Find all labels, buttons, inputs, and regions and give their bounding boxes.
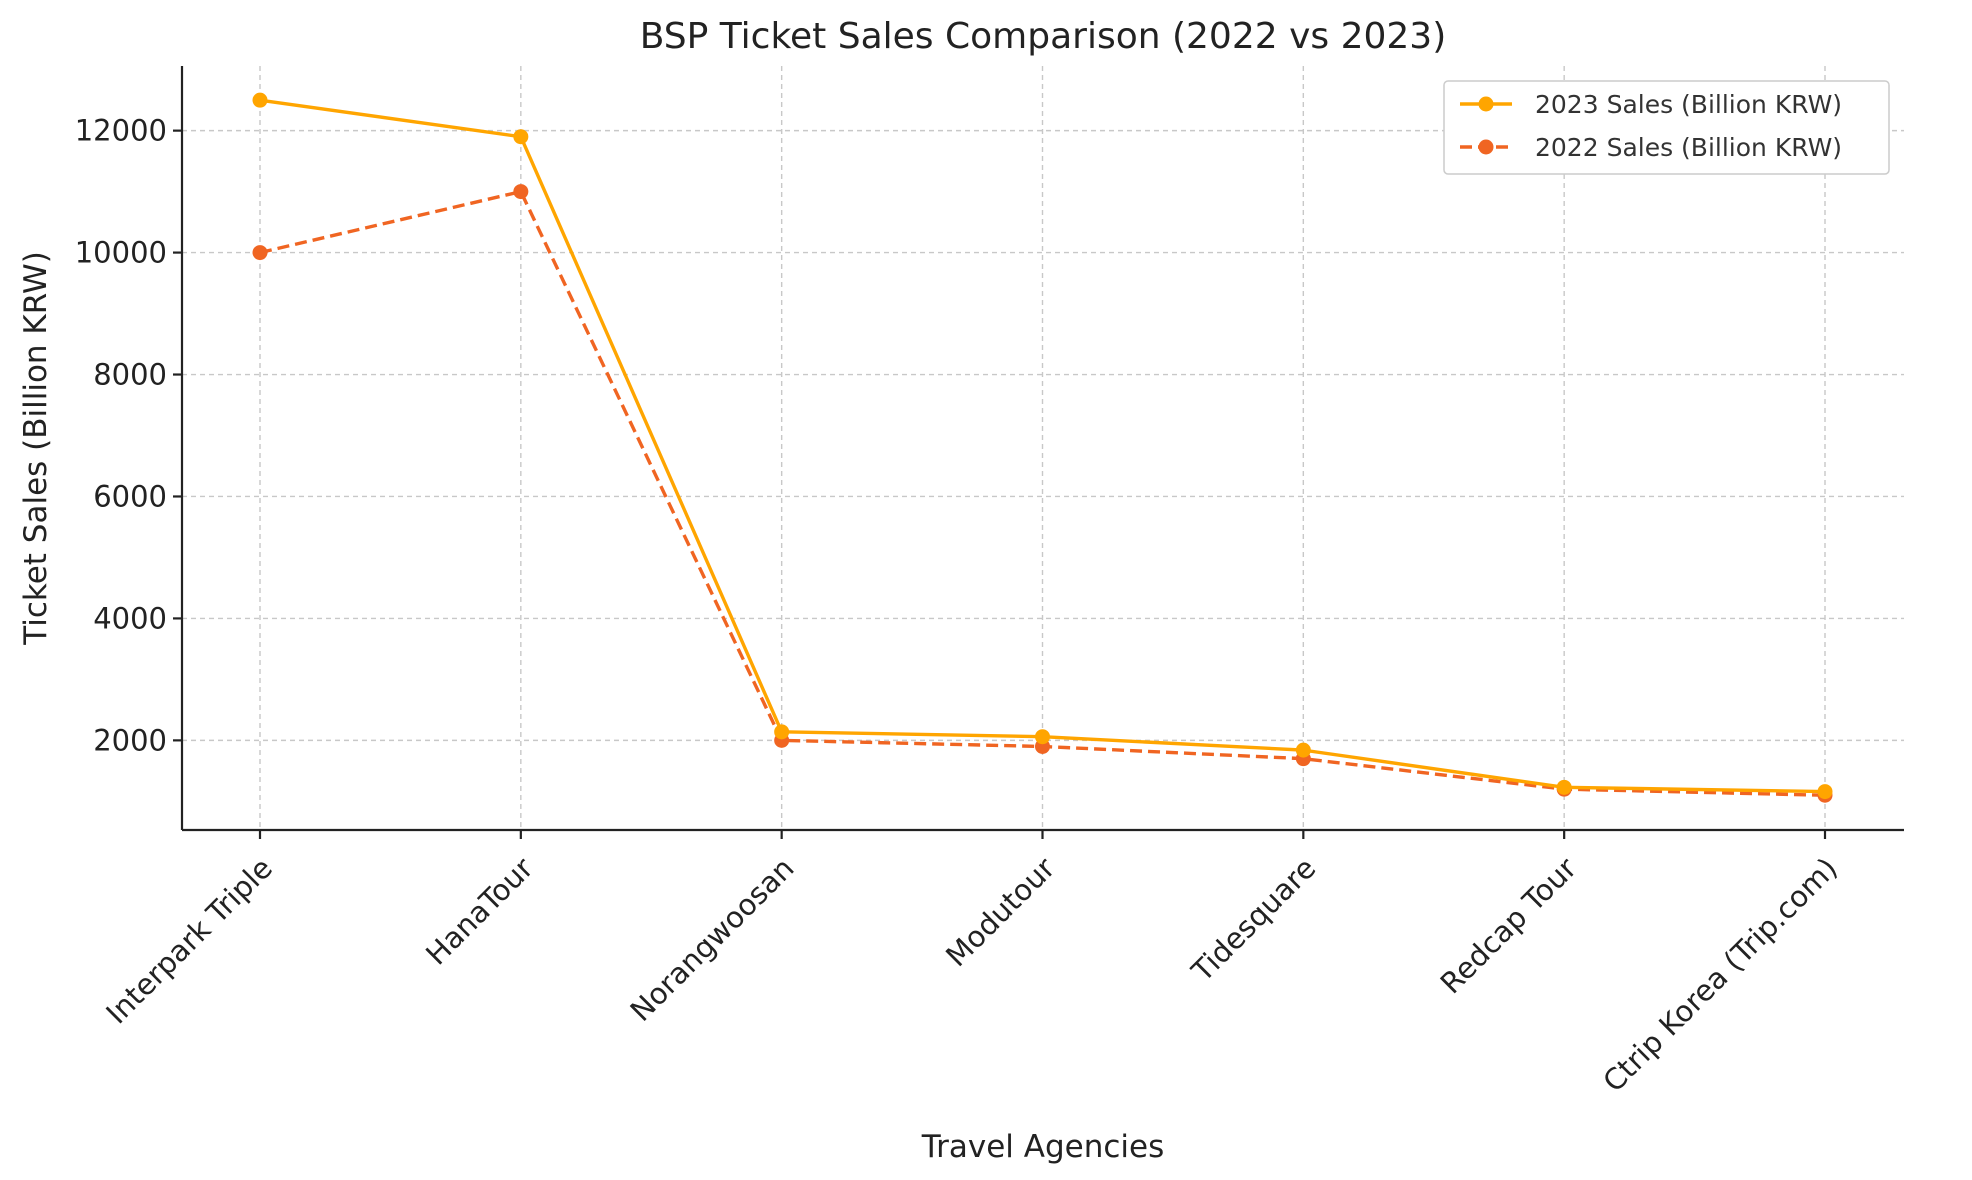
legend-label-2022: 2022 Sales (Billion KRW)	[1535, 133, 1842, 162]
chart-title: BSP Ticket Sales Comparison (2022 vs 202…	[640, 16, 1447, 57]
x-tick-label: Modutour	[939, 851, 1061, 973]
data-point-2022	[513, 184, 529, 200]
data-point-2023	[252, 92, 268, 108]
y-tick-label: 6000	[93, 479, 167, 513]
data-point-2023	[1035, 729, 1050, 745]
data-point-2023	[1817, 784, 1833, 800]
legend: 2023 Sales (Billion KRW) 2022 Sales (Bil…	[1443, 80, 1890, 175]
y-axis-label: Ticket Sales (Billion KRW)	[18, 251, 54, 646]
y-tick-label: 4000	[93, 601, 167, 635]
axes: Interpark Triple HanaTour Norangwoosan Modu…	[75, 66, 1904, 1099]
x-tick-label: Redcap Tour	[1434, 851, 1583, 1000]
y-tick-label: 12000	[75, 114, 167, 148]
x-tick-label: HanaTour	[419, 851, 540, 972]
grid-lines	[182, 66, 1904, 830]
x-tick-label: Norangwoosan	[624, 851, 801, 1028]
legend-marker-2022	[1478, 139, 1494, 155]
x-tick-label: Ctrip Korea (Trip.com)	[1596, 851, 1844, 1099]
legend-marker-2023	[1478, 96, 1494, 112]
data-point-2023	[1295, 742, 1311, 758]
data-point-2023	[513, 129, 529, 145]
data-point-2023	[774, 724, 790, 740]
x-tick-label: Interpark Triple	[99, 851, 279, 1031]
y-tick-label: 2000	[93, 723, 167, 757]
data-point-2023	[1556, 779, 1572, 795]
data-series	[252, 92, 1833, 803]
x-axis-label: Travel Agencies	[921, 1129, 1165, 1165]
x-tick-label: Tidesquare	[1184, 851, 1322, 989]
y-tick-label: 8000	[93, 358, 167, 392]
legend-frame	[1443, 80, 1890, 175]
y-tick-label: 10000	[75, 236, 167, 270]
legend-label-2023: 2023 Sales (Billion KRW)	[1535, 90, 1842, 119]
data-point-2022	[252, 245, 268, 261]
